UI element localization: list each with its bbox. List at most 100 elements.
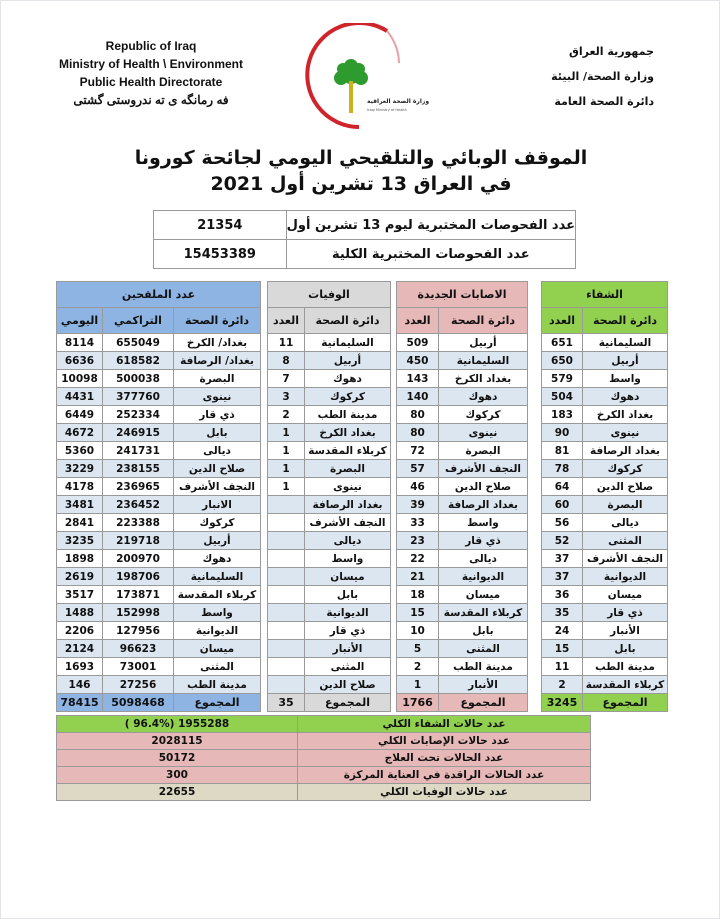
table-row: الديوانية 37 (541, 567, 668, 586)
table-row: كركوك 3 (267, 387, 391, 406)
table-row: ذي قار 35 (541, 603, 668, 622)
health-directorate: بابل (438, 621, 528, 640)
table-row: بابل 15 (541, 639, 668, 658)
column-header-row: دائرة الصحة العدد (396, 307, 528, 334)
table-row: المثنى 5 (396, 639, 528, 658)
health-directorate: كركوك (173, 513, 261, 532)
table-row: النجف الأشرف 37 (541, 549, 668, 568)
table-title-row: عدد الملقحين (56, 281, 261, 308)
count-value: 236965 (102, 477, 174, 496)
count-value: 1 (267, 423, 305, 442)
table-row: مدينة الطب 2 (396, 657, 528, 676)
count-value: 3235 (56, 531, 103, 550)
count-value: 1898 (56, 549, 103, 568)
health-directorate: ديالى (173, 441, 261, 460)
table-row: الأنبار 1 (396, 675, 528, 694)
health-directorate: ديالى (438, 549, 528, 568)
count-value: 52 (541, 531, 583, 550)
summary-value: 22655 (56, 783, 298, 801)
health-directorate: بغداد الرصافة (438, 495, 528, 514)
recovery-table: الشفاء دائرة الصحة العدد السليمانية 651 أربيل… (541, 281, 668, 712)
table-row: ميسان 96623 2124 (56, 639, 261, 658)
health-directorate: السليمانية (304, 333, 391, 352)
health-directorate: ذي قار (438, 531, 528, 550)
health-directorate: نينوى (173, 387, 261, 406)
english-header: Republic of Iraq Ministry of Health \ En… (21, 37, 281, 109)
health-directorate: صلاح الدين (173, 459, 261, 478)
health-directorate: أربيل (304, 351, 391, 370)
count-value: 651 (541, 333, 583, 352)
total-label: المجموع (438, 693, 528, 712)
logo-arc-light (386, 30, 400, 64)
column-header: دائرة الصحة (304, 307, 391, 334)
count-value: 504 (541, 387, 583, 406)
table-row: بغداد/ الكرخ 655049 8114 (56, 333, 261, 352)
table-row: واسط (267, 549, 391, 568)
health-directorate: الديوانية (438, 567, 528, 586)
summary-row: عدد الحالات الراقدة في العناية المركزة 30… (56, 766, 591, 784)
health-directorate: ذي قار (173, 405, 261, 424)
health-directorate: واسط (438, 513, 528, 532)
summary-row: عدد حالات الإصابات الكلي 2028115 (56, 732, 591, 750)
health-directorate: بابل (173, 423, 261, 442)
table-row: دهوك 200970 1898 (56, 549, 261, 568)
table-row: بابل 246915 4672 (56, 423, 261, 442)
total-row: المجموع 3245 (541, 693, 668, 712)
table-row: ذي قار (267, 621, 391, 640)
health-directorate: كركوك (438, 405, 528, 424)
count-value: 27256 (102, 675, 174, 694)
health-directorate: أربيل (438, 333, 528, 352)
count-value: 37 (541, 549, 583, 568)
count-value: 173871 (102, 585, 174, 604)
column-header: اليومي (56, 307, 103, 334)
health-directorate: بغداد الرصافة (582, 441, 668, 460)
tests-value: 15453389 (153, 239, 287, 269)
table-row: المثنى 52 (541, 531, 668, 550)
count-value: 1 (267, 441, 305, 460)
table-row: صلاح الدين 64 (541, 477, 668, 496)
health-directorate: أربيل (173, 531, 261, 550)
count-value: 18 (396, 585, 439, 604)
table-row: نينوى 80 (396, 423, 528, 442)
count-value: 46 (396, 477, 439, 496)
table-row: السليمانية 198706 2619 (56, 567, 261, 586)
health-directorate: الأنبار (582, 621, 668, 640)
table-row: البصرة 72 (396, 441, 528, 460)
health-directorate: كربلاء المقدسة (582, 675, 668, 694)
health-directorate: نينوى (582, 423, 668, 442)
count-value: 2 (267, 405, 305, 424)
count-value: 2 (396, 657, 439, 676)
health-directorate: بابل (582, 639, 668, 658)
health-directorate: النجف الأشرف (173, 477, 261, 496)
health-directorate: الديوانية (582, 567, 668, 586)
health-directorate: الأنبار (438, 675, 528, 694)
table-title-row: الشفاء (541, 281, 668, 308)
column-header: دائرة الصحة (173, 307, 261, 334)
table-row: أربيل 509 (396, 333, 528, 352)
health-directorate: المثنى (173, 657, 261, 676)
count-value (267, 675, 305, 694)
table-row: كربلاء المقدسة 2 (541, 675, 668, 694)
health-directorate: الأنبار (304, 639, 391, 658)
count-value (267, 585, 305, 604)
table-row: السليمانية 651 (541, 333, 668, 352)
health-directorate: أربيل (582, 351, 668, 370)
table-title: الاصابات الجديدة (396, 281, 528, 308)
table-row: ذي قار 23 (396, 531, 528, 550)
count-value: 39 (396, 495, 439, 514)
count-value: 223388 (102, 513, 174, 532)
count-value: 618582 (102, 351, 174, 370)
count-value: 1488 (56, 603, 103, 622)
table-row: الديوانية 127956 2206 (56, 621, 261, 640)
table-row: الديوانية (267, 603, 391, 622)
count-value: 377760 (102, 387, 174, 406)
total-label: المجموع (304, 693, 391, 712)
column-header: دائرة الصحة (438, 307, 528, 334)
count-value (267, 567, 305, 586)
new-infections-table: الاصابات الجديدة دائرة الصحة العدد أربيل 509… (396, 281, 528, 712)
table-row: السليمانية 11 (267, 333, 391, 352)
count-value: 33 (396, 513, 439, 532)
count-value: 2124 (56, 639, 103, 658)
table-row: بغداد الكرخ 143 (396, 369, 528, 388)
column-header: التراكمي (102, 307, 174, 334)
